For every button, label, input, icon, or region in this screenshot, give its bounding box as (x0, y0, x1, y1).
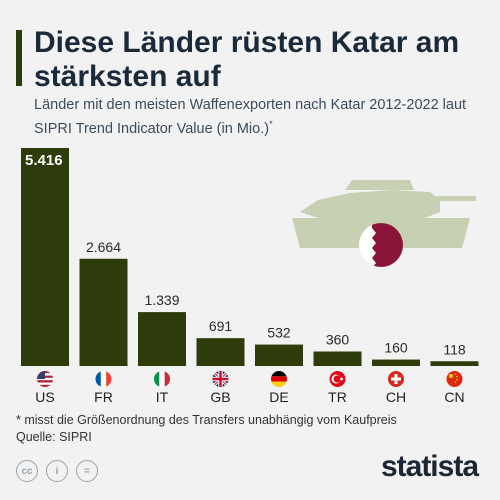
us-flag-icon (37, 371, 53, 387)
category-label-de: DE (269, 389, 288, 405)
value-label-ch: 160 (384, 340, 408, 356)
fr-flag-icon (95, 371, 112, 387)
value-label-cn: 118 (443, 341, 466, 357)
subtitle-text: Länder mit den meisten Waffenexporten na… (34, 97, 467, 137)
bar-it (138, 312, 186, 366)
de-flag-icon (271, 371, 287, 387)
footnote: * misst die Größenordnung des Transfers … (16, 412, 397, 446)
it-flag-icon (154, 371, 170, 387)
value-label-gb: 691 (209, 318, 233, 334)
category-label-us: US (35, 389, 54, 405)
category-label-tr: TR (328, 389, 347, 405)
bar-tr (313, 351, 362, 366)
ch-flag-icon (388, 371, 404, 387)
value-label-tr: 360 (326, 332, 350, 348)
cc-icon: cc (16, 460, 38, 482)
subtitle-footnote-mark: * (269, 119, 273, 129)
bar-us (21, 148, 69, 366)
bar-ch (372, 359, 420, 366)
category-label-it: IT (156, 389, 169, 405)
gb-flag-icon (212, 371, 229, 387)
attribution-icon: i (46, 460, 68, 482)
value-label-fr: 2.664 (86, 239, 121, 255)
category-label-cn: CN (444, 389, 464, 405)
category-label-fr: FR (94, 389, 113, 405)
footnote-note: * misst die Größenordnung des Transfers … (16, 413, 397, 427)
cn-flag-icon (446, 371, 463, 387)
chart-title: Diese Länder rüsten Katar am stärksten a… (34, 26, 460, 93)
bar-fr (79, 258, 128, 366)
category-label-ch: CH (386, 389, 406, 405)
value-label-de: 532 (267, 325, 291, 341)
statista-logo: statista (380, 450, 479, 483)
title-accent-bar (16, 30, 22, 86)
tr-flag-icon (329, 371, 346, 387)
license-icons: cc i = (16, 460, 98, 482)
footnote-source: Quelle: SIPRI (16, 430, 92, 444)
tank-icon (292, 180, 476, 267)
value-label-it: 1.339 (144, 292, 179, 308)
category-label-gb: GB (210, 389, 230, 405)
value-label-us: 5.416 (25, 152, 63, 169)
chart-subtitle: Länder mit den meisten Waffenexporten na… (34, 96, 484, 139)
bar-gb (196, 338, 245, 366)
no-derivatives-icon: = (76, 460, 98, 482)
bar-cn (430, 361, 479, 366)
bar-de (255, 344, 303, 366)
